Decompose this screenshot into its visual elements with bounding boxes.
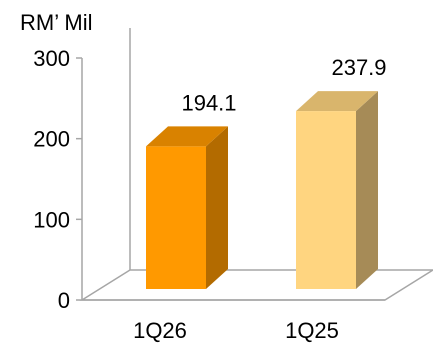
unit-label: RM’ Mil [20,10,93,35]
x-category-label: 1Q26 [133,318,187,343]
x-axis-category-labels: 1Q26 1Q25 [133,318,339,343]
y-tick-label: 300 [33,46,70,71]
y-tick-label: 200 [33,127,70,152]
data-labels: 194.1 237.9 [181,55,386,115]
bar-1Q25 [296,91,378,290]
bar-front [146,146,206,289]
y-axis-tick-labels: 0 100 200 300 [33,46,82,313]
x-category-label: 1Q25 [285,318,339,343]
data-label-1Q26: 194.1 [181,90,236,115]
bars [146,91,378,290]
bar-front [296,111,356,290]
y-tick-label: 0 [58,288,70,313]
bar-1Q26 [146,126,228,290]
bar-side [206,126,228,290]
bar-top [296,91,378,112]
bar-side [356,91,378,290]
bar-top [146,126,228,147]
floor-plane [79,269,433,301]
axes [79,28,433,301]
y-tick-label: 100 [33,207,70,232]
data-label-1Q25: 237.9 [331,55,386,80]
